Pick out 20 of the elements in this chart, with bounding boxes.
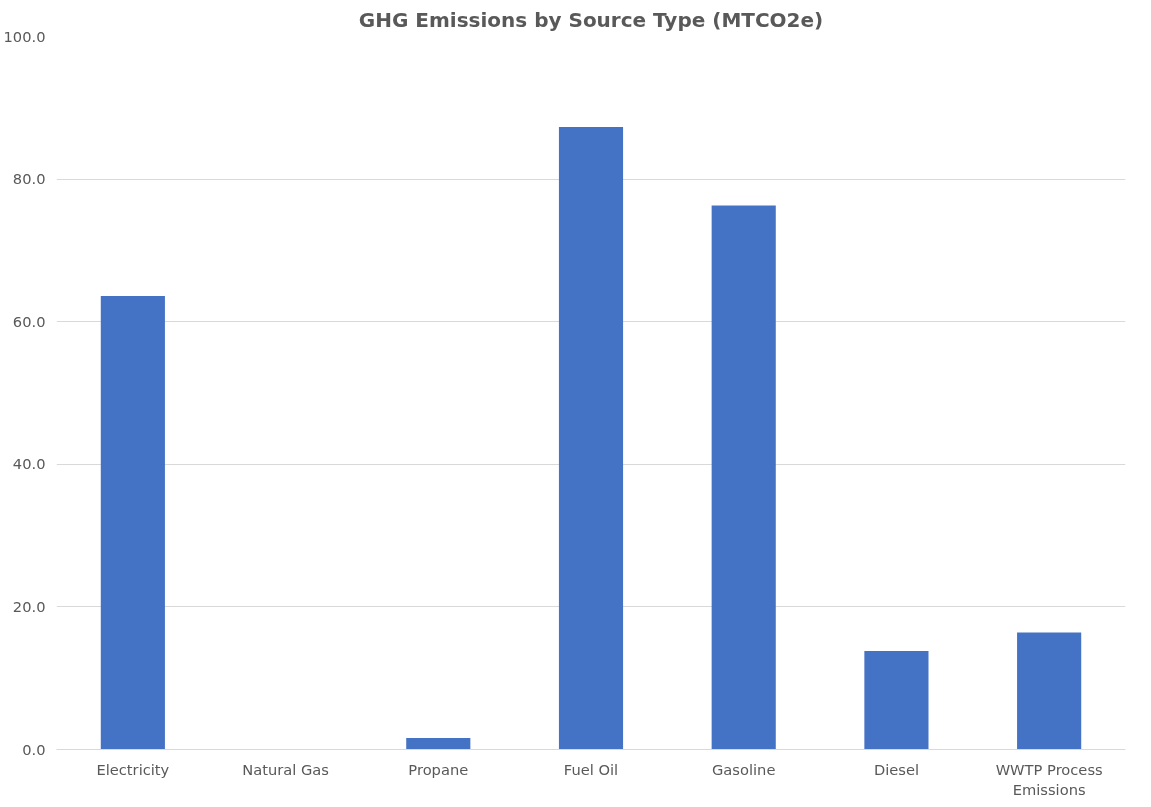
y-tick-label: 0.0 bbox=[22, 740, 46, 758]
bar bbox=[406, 738, 471, 750]
x-tick-label: Electricity bbox=[96, 760, 170, 778]
x-tick-label: Natural Gas bbox=[242, 760, 329, 778]
y-tick-label: 100.0 bbox=[3, 27, 46, 45]
bar bbox=[1017, 632, 1082, 750]
y-tick-label: 40.0 bbox=[12, 455, 46, 473]
x-tick-label: Fuel Oil bbox=[563, 760, 619, 778]
x-tick-label: WWTP Process Emissions bbox=[995, 760, 1103, 798]
bar bbox=[558, 127, 624, 750]
x-tick-label: Diesel bbox=[873, 760, 919, 778]
x-tick-label: Gasoline bbox=[712, 760, 776, 778]
chart-title: GHG Emissions by Source Type (MTCO2e) bbox=[358, 7, 824, 32]
y-tick-label: 20.0 bbox=[12, 597, 46, 615]
bar bbox=[711, 205, 776, 750]
y-tick-label: 60.0 bbox=[12, 312, 46, 330]
x-tick-label: Propane bbox=[408, 760, 469, 778]
bar bbox=[100, 296, 165, 750]
y-tick-label: 80.0 bbox=[12, 170, 46, 188]
bar bbox=[864, 651, 929, 750]
